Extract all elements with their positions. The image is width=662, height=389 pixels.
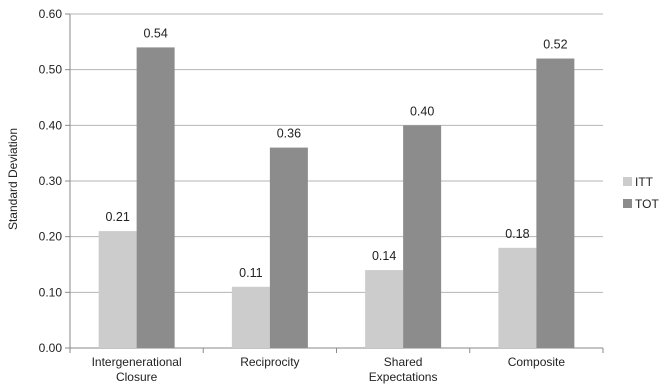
y-tick-label: 0.00 [39, 341, 63, 355]
x-category-label: Reciprocity [240, 355, 299, 369]
y-tick-label: 0.60 [39, 7, 63, 21]
x-category-label: Composite [508, 355, 566, 369]
data-label: 0.52 [543, 38, 567, 52]
x-category-label-line: Composite [508, 355, 566, 369]
bar-tot [403, 125, 442, 348]
data-label: 0.54 [143, 26, 167, 40]
data-label: 0.14 [372, 249, 396, 263]
legend: ITT TOT [623, 175, 659, 211]
y-tick-label: 0.50 [39, 63, 63, 77]
x-category-label-line: Closure [116, 370, 158, 384]
y-tick-label: 0.10 [39, 285, 63, 299]
bar-itt [231, 286, 270, 348]
x-category-label-line: Expectations [369, 370, 438, 384]
bar-itt [98, 231, 137, 348]
x-category-label-line: Shared [384, 355, 423, 369]
data-label: 0.18 [505, 227, 529, 241]
y-tick-label: 0.30 [39, 174, 63, 188]
legend-swatch-itt [623, 177, 632, 186]
data-label: 0.11 [239, 266, 262, 280]
bar-itt [365, 270, 404, 348]
bar-itt [498, 247, 537, 348]
y-axis-title: Standard Deviation [6, 128, 20, 230]
data-label: 0.36 [277, 127, 301, 141]
bar-tot [269, 147, 308, 348]
y-tick-label: 0.20 [39, 230, 63, 244]
x-category-label: Intergenerational Closure [92, 355, 182, 384]
legend-label-itt: ITT [635, 175, 654, 189]
x-category-label-line: Intergenerational [92, 355, 182, 369]
x-category-label-line: Reciprocity [240, 355, 299, 369]
legend-label-tot: TOT [635, 197, 659, 211]
y-tick-labels: 0.00 0.10 0.20 0.30 0.40 0.50 0.60 [39, 7, 63, 355]
bar-tot [136, 47, 175, 349]
bar-tot [536, 58, 575, 349]
data-label: 0.21 [105, 210, 129, 224]
data-label: 0.40 [410, 104, 434, 118]
legend-swatch-tot [623, 199, 632, 208]
bars [98, 47, 575, 349]
x-category-label: Shared Expectations [369, 355, 438, 384]
data-labels: 0.21 0.54 0.11 0.36 0.14 0.40 0.18 0.52 [105, 26, 567, 279]
x-category-labels: Intergenerational Closure Reciprocity Share… [92, 355, 566, 384]
y-tick-label: 0.40 [39, 118, 63, 132]
